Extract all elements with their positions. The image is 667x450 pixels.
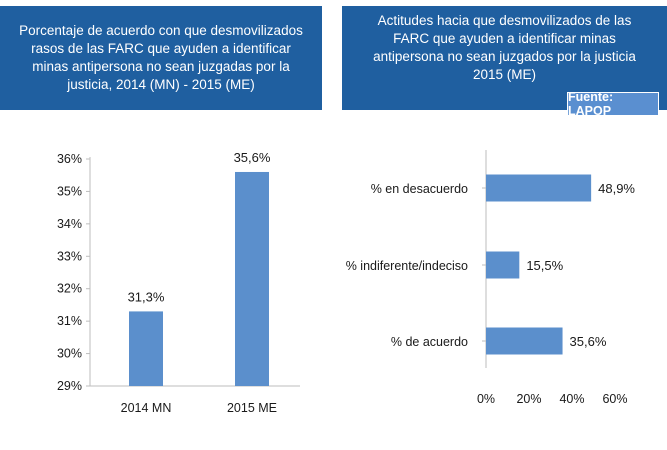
x-category-label: 2015 ME [227, 401, 277, 415]
bar [486, 327, 563, 355]
left-chart-title: Porcentaje de acuerdo con que desmoviliz… [19, 23, 303, 92]
y-category-label: % indiferente/indeciso [346, 259, 468, 273]
y-tick-label: 35% [57, 184, 82, 198]
y-tick-label: 34% [57, 217, 82, 231]
y-tick-label: 32% [57, 282, 82, 296]
data-label: 35,6% [570, 334, 607, 349]
left-chart-title-banner: Porcentaje de acuerdo con que desmoviliz… [0, 6, 322, 110]
x-tick-label: 0% [477, 392, 495, 406]
y-tick-label: 33% [57, 249, 82, 263]
x-category-label: 2014 MN [121, 401, 172, 415]
bar [235, 171, 269, 386]
x-tick-label: 40% [559, 392, 584, 406]
y-category-label: % de acuerdo [391, 335, 468, 349]
data-label: 35,6% [234, 150, 271, 165]
y-tick-label: 30% [57, 347, 82, 361]
bar [486, 251, 520, 279]
bar [486, 174, 592, 202]
y-tick-label: 31% [57, 314, 82, 328]
data-label: 15,5% [526, 258, 563, 273]
left-bar-chart: 29% 30% 31% 32% 33% 34% 35% 36% 31,3% 2014 MN 35,6… [57, 150, 300, 415]
y-tick-label: 36% [57, 152, 82, 166]
data-label: 31,3% [128, 289, 165, 304]
y-tick-label: 29% [57, 379, 82, 393]
right-chart-title: Actitudes hacia que desmovilizados de la… [373, 13, 636, 82]
x-tick-label: 60% [602, 392, 627, 406]
x-tick-label: 20% [516, 392, 541, 406]
data-label: 48,9% [598, 181, 635, 196]
y-category-label: % en desacuerdo [371, 182, 468, 196]
source-badge: Fuente: LAPOP [567, 90, 659, 118]
bar [129, 311, 163, 386]
